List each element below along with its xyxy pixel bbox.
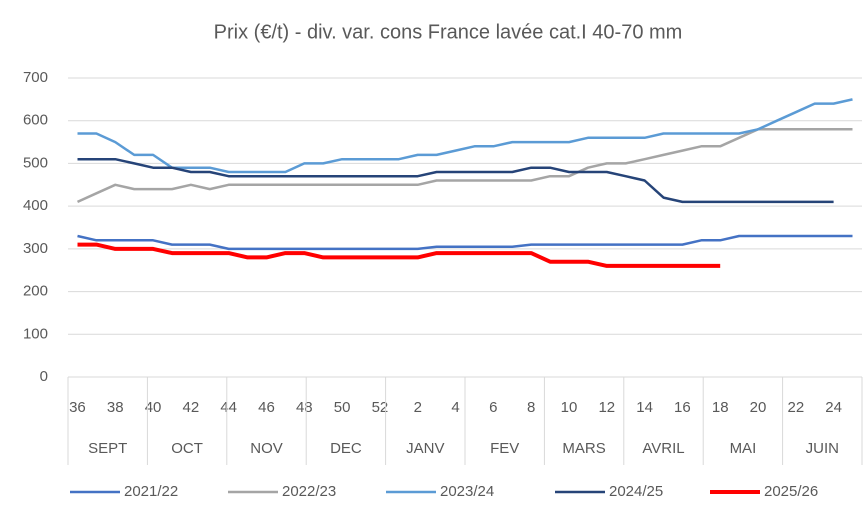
- x-tick-label: 46: [258, 399, 275, 416]
- x-tick-label: 40: [145, 399, 162, 416]
- x-tick-label: 6: [489, 399, 497, 416]
- x-tick-label: 22: [787, 399, 804, 416]
- y-tick-label: 200: [23, 283, 48, 300]
- x-tick-label: 16: [674, 399, 691, 416]
- x-tick-label: 38: [107, 399, 124, 416]
- x-tick-label: 14: [636, 399, 653, 416]
- x-tick-label: 12: [598, 399, 615, 416]
- series-line: [77, 242, 721, 268]
- x-tick-label: 42: [183, 399, 200, 416]
- y-tick-label: 0: [40, 368, 48, 385]
- x-tick-label: 4: [451, 399, 459, 416]
- month-label: OCT: [171, 440, 203, 457]
- series-line: [77, 98, 853, 174]
- y-tick-label: 700: [23, 69, 48, 86]
- x-tick-label: 50: [334, 399, 351, 416]
- month-label: FEV: [490, 440, 519, 457]
- month-label: MARS: [562, 440, 605, 457]
- x-tick-label: 24: [825, 399, 842, 416]
- month-label: NOV: [250, 440, 283, 457]
- x-tick-label: 8: [527, 399, 535, 416]
- legend-label: 2024/25: [609, 483, 663, 500]
- month-label: DEC: [330, 440, 362, 457]
- x-tick-label: 48: [296, 399, 313, 416]
- y-tick-label: 500: [23, 154, 48, 171]
- x-tick-label: 18: [712, 399, 729, 416]
- x-tick-label: 44: [220, 399, 237, 416]
- x-tick-label: 10: [561, 399, 578, 416]
- y-tick-label: 300: [23, 240, 48, 257]
- x-tick-label: 36: [69, 399, 86, 416]
- legend-label: 2021/22: [124, 483, 178, 500]
- legend-label: 2023/24: [440, 483, 494, 500]
- x-tick-label: 52: [372, 399, 389, 416]
- y-tick-label: 400: [23, 197, 48, 214]
- month-label: JUIN: [806, 440, 839, 457]
- x-tick-label: 20: [750, 399, 767, 416]
- legend-label: 2022/23: [282, 483, 336, 500]
- y-tick-label: 100: [23, 325, 48, 342]
- month-label: AVRIL: [642, 440, 684, 457]
- chart-title: Prix (€/t) - div. var. cons France lavée…: [214, 21, 683, 43]
- y-tick-label: 600: [23, 112, 48, 129]
- month-label: SEPT: [88, 440, 127, 457]
- x-tick-label: 2: [414, 399, 422, 416]
- series-line: [76, 128, 853, 204]
- month-label: JANV: [406, 440, 444, 457]
- series-line: [77, 234, 853, 251]
- series-line: [77, 157, 834, 204]
- month-label: MAI: [730, 440, 757, 457]
- legend-label: 2025/26: [764, 483, 818, 500]
